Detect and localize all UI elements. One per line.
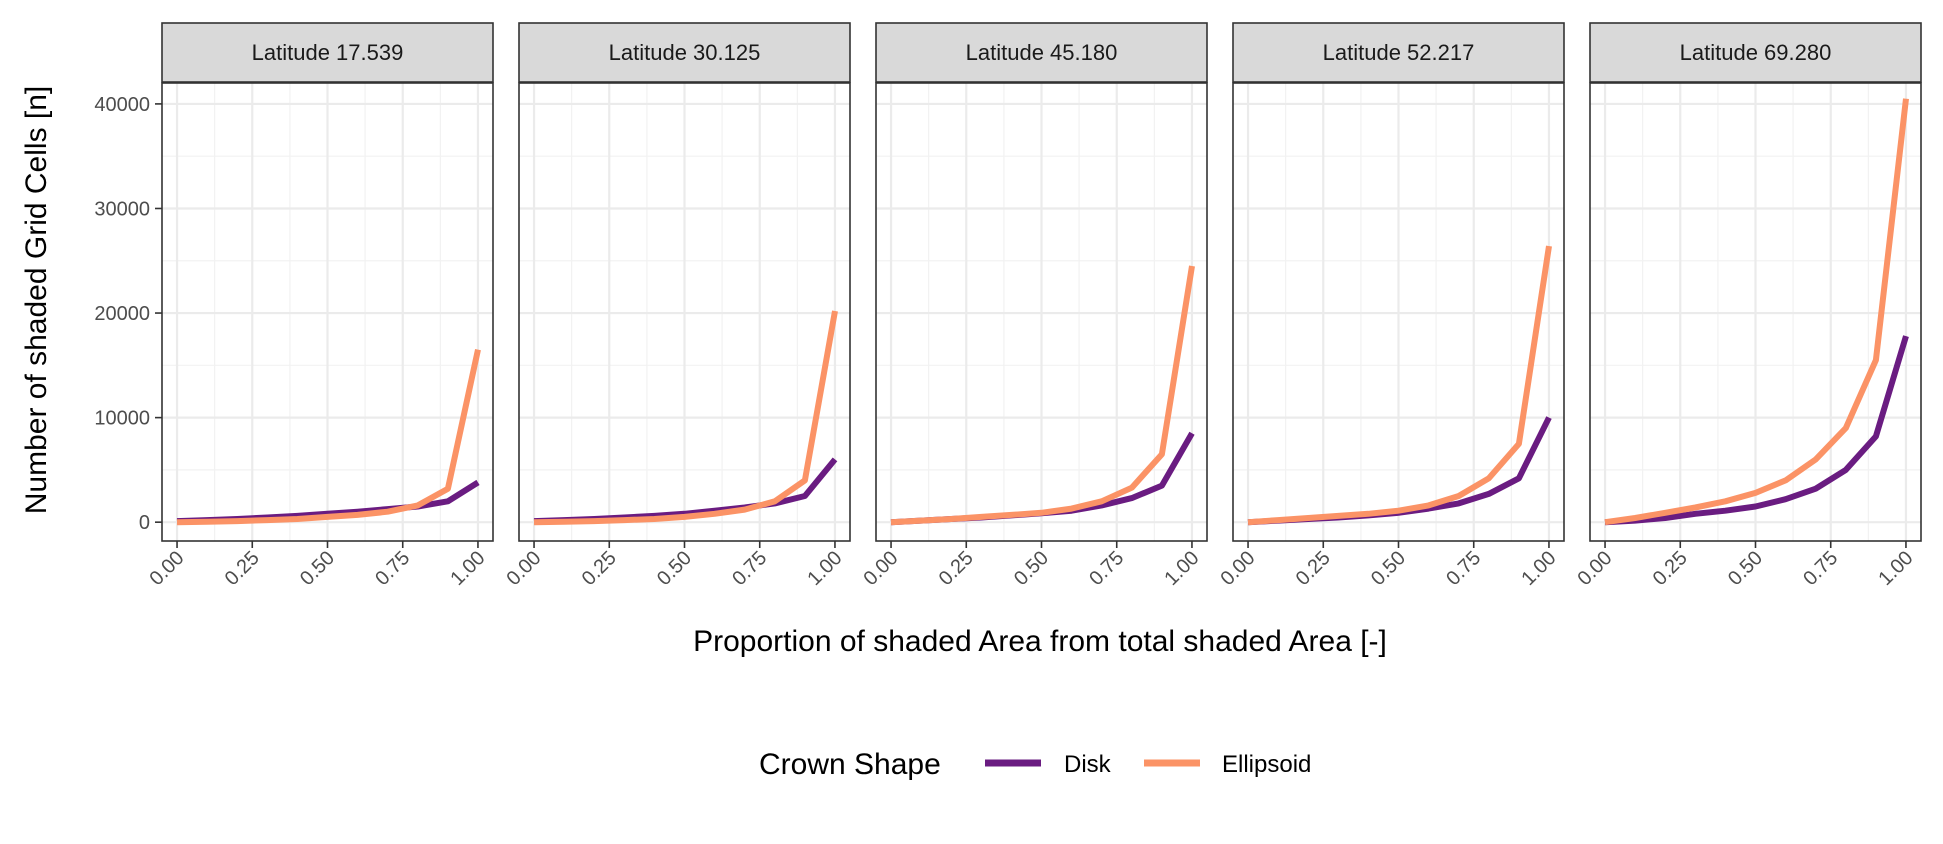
legend-label-ellipsoid: Ellipsoid xyxy=(1222,751,1311,778)
x-tick-label: 1.00 xyxy=(1160,547,1203,590)
x-tick-label: 0.75 xyxy=(1799,547,1842,590)
facet-strip-label: Latitude 30.125 xyxy=(609,40,761,65)
y-axis-title: Number of shaded Grid Cells [n] xyxy=(20,86,53,515)
x-tick-label: 1.00 xyxy=(446,547,489,590)
x-tick-label: 0.50 xyxy=(1010,547,1053,590)
x-tick-label: 0.25 xyxy=(935,547,978,590)
x-axis-title: Proportion of shaded Area from total sha… xyxy=(693,625,1387,658)
series-line-disk xyxy=(1604,335,1909,526)
legend-title: Crown Shape xyxy=(759,748,941,781)
facet-strip-label: Latitude 69.280 xyxy=(1680,40,1832,65)
series-line-ellipsoid xyxy=(1247,245,1552,526)
x-tick-label: 0.50 xyxy=(1367,547,1410,590)
x-tick-label: 0.75 xyxy=(728,547,771,590)
facet-panel-4: Latitude 52.217 0.00 0.25 0.50 0.75 1.00 xyxy=(1216,22,1565,590)
y-tick-label: 40000 xyxy=(94,94,150,116)
y-axis: 0 10000 20000 30000 40000 xyxy=(94,94,162,534)
x-tick-label: 0.50 xyxy=(1724,547,1767,590)
x-tick-label: 0.00 xyxy=(145,547,188,590)
facet-strip xyxy=(161,22,494,83)
facet-panel-2: Latitude 30.125 0.00 0.25 0.50 0.75 1.00 xyxy=(502,22,851,590)
series-line-ellipsoid xyxy=(1604,98,1909,526)
x-tick-label: 0.25 xyxy=(221,547,264,590)
legend: Crown Shape Disk Ellipsoid xyxy=(759,748,1311,781)
x-tick-label: 1.00 xyxy=(803,547,846,590)
x-tick-label: 0.25 xyxy=(578,547,621,590)
y-tick-label: 30000 xyxy=(94,198,150,220)
x-tick-label: 0.75 xyxy=(371,547,414,590)
x-tick-label: 1.00 xyxy=(1517,547,1560,590)
facet-strip xyxy=(518,22,851,83)
facet-strip-label: Latitude 45.180 xyxy=(966,40,1118,65)
x-tick-label: 0.00 xyxy=(1216,547,1259,590)
series-line-ellipsoid xyxy=(533,310,838,526)
x-tick-label: 0.75 xyxy=(1442,547,1485,590)
x-tick-label: 0.00 xyxy=(859,547,902,590)
legend-keys: Disk Ellipsoid xyxy=(985,751,1311,778)
x-tick-label: 0.50 xyxy=(296,547,339,590)
facet-strip xyxy=(1232,22,1565,83)
y-tick-label: 20000 xyxy=(94,303,150,325)
x-tick-label: 0.50 xyxy=(653,547,696,590)
facet-panel-1: Latitude 17.539 0.00 0.25 0.50 0.75 1.00 xyxy=(145,22,494,590)
facet-panel-3: Latitude 45.180 0.00 0.25 0.50 0.75 1.00 xyxy=(859,22,1208,590)
series-line-ellipsoid xyxy=(176,348,481,526)
series-line-ellipsoid xyxy=(890,265,1195,526)
facet-strip-label: Latitude 52.217 xyxy=(1323,40,1475,65)
x-tick-label: 0.25 xyxy=(1649,547,1692,590)
y-tick-label: 10000 xyxy=(94,408,150,430)
x-tick-label: 0.75 xyxy=(1085,547,1128,590)
x-tick-label: 0.00 xyxy=(502,547,545,590)
facet-strip-label: Latitude 17.539 xyxy=(252,40,404,65)
legend-label-disk: Disk xyxy=(1064,751,1112,778)
x-tick-label: 0.25 xyxy=(1292,547,1335,590)
facet-strip xyxy=(875,22,1208,83)
y-tick-label: 0 xyxy=(139,512,150,534)
facet-strip xyxy=(1589,22,1922,83)
x-tick-label: 1.00 xyxy=(1874,547,1917,590)
x-tick-label: 0.00 xyxy=(1573,547,1616,590)
facet-panel-5: Latitude 69.280 0.00 0.25 0.50 0.75 1.00 xyxy=(1573,22,1922,590)
